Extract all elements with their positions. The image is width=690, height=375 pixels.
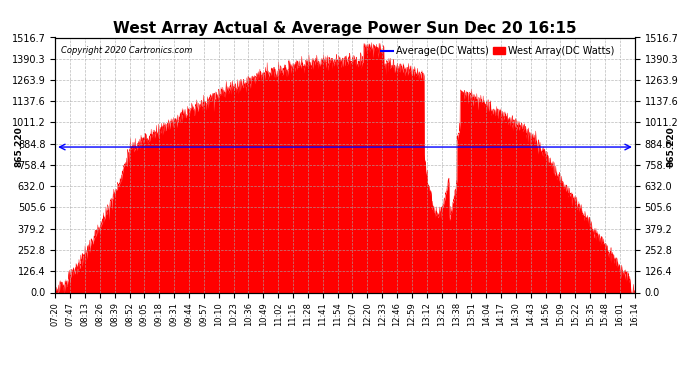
Title: West Array Actual & Average Power Sun Dec 20 16:15: West Array Actual & Average Power Sun De… — [113, 21, 577, 36]
Text: 865.220: 865.220 — [14, 127, 23, 167]
Legend: Average(DC Watts), West Array(DC Watts): Average(DC Watts), West Array(DC Watts) — [377, 42, 618, 60]
Text: Copyright 2020 Cartronics.com: Copyright 2020 Cartronics.com — [61, 46, 193, 56]
Text: 865.220: 865.220 — [667, 127, 676, 167]
